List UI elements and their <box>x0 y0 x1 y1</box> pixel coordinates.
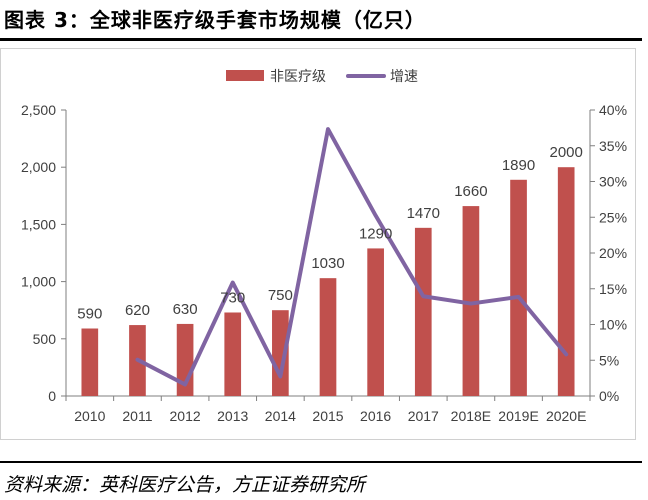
growth-point <box>565 353 567 355</box>
bar <box>414 227 432 396</box>
right-axis-tick-label: 10% <box>599 317 627 333</box>
bar <box>319 278 337 396</box>
right-axis-tick-label: 20% <box>599 245 627 261</box>
bar-data-label: 1660 <box>454 183 487 200</box>
legend-label-line: 增速 <box>390 68 418 84</box>
bar <box>462 206 480 396</box>
top-rule <box>0 38 642 41</box>
left-axis-tick-label: 500 <box>33 331 57 347</box>
x-axis-tick-label: 2015 <box>312 408 343 424</box>
right-axis-tick-label: 15% <box>599 281 627 297</box>
growth-point <box>422 295 424 297</box>
bar <box>224 312 242 396</box>
x-axis-tick-label: 2017 <box>408 408 439 424</box>
bar-data-label: 2000 <box>549 144 582 161</box>
right-axis-tick-label: 25% <box>599 209 627 225</box>
bar <box>510 179 527 396</box>
bar-data-label: 590 <box>77 306 102 323</box>
growth-point <box>184 383 186 385</box>
left-axis-tick-label: 1,500 <box>21 216 56 232</box>
bar-data-label: 750 <box>268 287 293 304</box>
figure-title: 图表 3：全球非医疗级手套市场规模（亿只） <box>4 8 426 32</box>
left-axis-tick-label: 1,000 <box>21 274 56 290</box>
growth-point <box>470 303 472 305</box>
left-axis-tick-label: 2,000 <box>21 159 56 175</box>
bar-data-label: 1890 <box>502 157 535 174</box>
growth-point <box>279 375 281 377</box>
legend-label-bars: 非医疗级 <box>270 68 326 84</box>
legend-swatch-bars <box>226 70 264 81</box>
bar <box>557 167 575 396</box>
x-axis-tick-label: 2014 <box>265 408 296 424</box>
left-axis-tick-label: 2,500 <box>21 102 56 118</box>
growth-point <box>232 282 234 284</box>
bar-data-label: 1470 <box>407 205 440 222</box>
growth-point <box>136 359 138 361</box>
bar-data-label: 620 <box>125 302 150 319</box>
bar-data-label: 630 <box>173 301 198 318</box>
bar <box>367 248 384 396</box>
bar-data-label: 730 <box>220 289 245 306</box>
chart-frame <box>0 48 636 440</box>
x-axis-tick-label: 2020E <box>546 408 586 424</box>
right-axis-tick-label: 40% <box>599 102 627 118</box>
bottom-rule <box>0 461 642 463</box>
x-axis-tick-label: 2016 <box>360 408 391 424</box>
chart: 0 500 1,000 1,500 2,000 2,500 0% 5% 10% 15% 20% 25%… <box>21 68 627 424</box>
source-note: 资料来源：英科医疗公告，方正证券研究所 <box>4 474 366 496</box>
growth-line <box>135 127 569 387</box>
growth-point <box>375 215 377 217</box>
right-axis-tick-label: 0% <box>599 388 619 404</box>
x-axis-tick-label: 2019E <box>498 408 538 424</box>
growth-point <box>518 296 520 298</box>
bar-data-label: 1030 <box>311 255 344 272</box>
right-axis-tick-label: 30% <box>599 174 627 190</box>
x-axis-tick-label: 2011 <box>122 408 152 424</box>
x-axis-tick-label: 2013 <box>217 408 248 424</box>
bar <box>272 310 289 396</box>
bar <box>81 328 99 396</box>
x-axis-tick-label: 2010 <box>74 408 105 424</box>
left-axis-tick-label: 0 <box>48 388 56 404</box>
right-axis-tick-label: 35% <box>599 138 627 154</box>
x-axis-tick-label: 2018E <box>451 408 491 424</box>
right-axis-tick-label: 5% <box>599 352 619 368</box>
growth-point <box>327 128 329 130</box>
x-axis-tick-label: 2012 <box>170 408 201 424</box>
bar-data-label: 1290 <box>359 225 392 242</box>
